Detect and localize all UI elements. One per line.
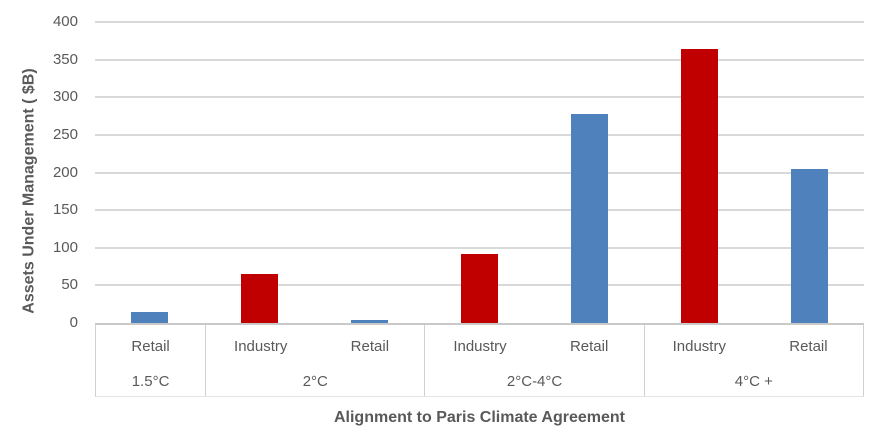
bar [241,274,279,323]
gridline [95,133,864,136]
x-axis-sublabel-row: Industry Retail [425,325,643,367]
bar [131,311,169,323]
x-axis-group: Industry Retail 2°C-4°C [425,325,645,396]
plot-area [95,21,864,323]
x-axis-group: Retail 1.5°C [96,325,207,396]
x-axis-table: Retail 1.5°C Industry Retail 2°C Industry Reta… [95,323,864,397]
gridline [95,96,864,99]
bar [461,253,498,323]
x-axis-sublabel-row: Retail [96,325,205,367]
y-tick-label: 150 [52,201,78,219]
x-axis-sublabel: Retail [131,337,170,355]
x-axis-group: Industry Retail 4°C + [645,325,863,396]
x-axis-sublabel: Retail [569,337,609,355]
gridline [95,21,864,23]
x-axis-group: Industry Retail 2°C [206,325,426,396]
bar [351,320,389,323]
x-axis-group-label: 2°C-4°C [506,373,563,391]
gridline [95,209,864,212]
y-tick-label: 100 [52,238,78,256]
x-axis-sublabel: Industry [672,337,726,355]
y-tick-label: 250 [52,125,78,143]
x-axis-sublabel-row: Industry Retail [206,325,424,367]
y-tick-label: 0 [69,314,78,331]
y-tick-label: 200 [52,163,78,181]
y-axis-ticks: 0 50 100 150 200 250 300 350 400 [0,0,78,443]
x-axis-sublabel: Retail [789,337,828,355]
x-axis-group-label: 1.5°C [131,373,170,391]
gridline [95,58,864,61]
gridline [95,171,864,174]
x-axis-group-label: 4°C + [734,373,773,391]
x-axis-sublabel: Industry [234,337,288,355]
y-tick-label: 400 [52,13,78,30]
x-axis-group-label: 2°C [302,373,328,391]
bar [680,49,718,323]
x-axis-sublabel: Industry [453,337,507,355]
bar [790,168,828,323]
y-tick-label: 300 [52,88,78,106]
bar [570,113,608,323]
gridline [95,246,864,249]
y-tick-label: 350 [52,50,78,68]
x-axis-sublabel: Retail [350,337,390,355]
x-axis-title: Alignment to Paris Climate Agreement [333,409,626,426]
x-axis-sublabel-row: Industry Retail [645,325,863,367]
y-tick-label: 50 [61,276,78,294]
